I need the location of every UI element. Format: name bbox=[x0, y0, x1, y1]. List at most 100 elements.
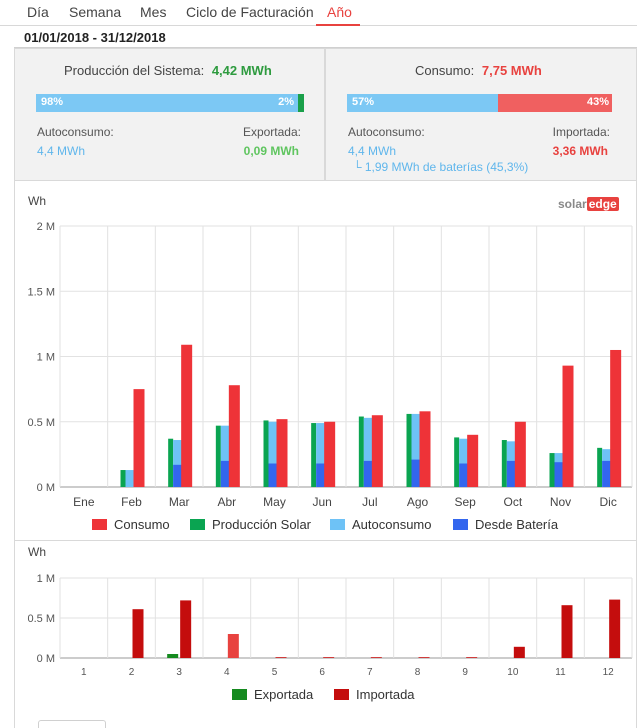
date-range: 01/01/2018 - 31/12/2018 bbox=[24, 30, 166, 45]
bar-produccion-solar bbox=[120, 470, 126, 487]
bar-consumo bbox=[228, 385, 240, 487]
bar-importada bbox=[227, 634, 239, 658]
y-tick-label: 1.5 M bbox=[27, 286, 55, 298]
consumption-bar-import bbox=[498, 94, 612, 112]
x-tick-label: 9 bbox=[462, 667, 468, 678]
bar-desde-bateria bbox=[602, 460, 614, 487]
consumption-self-consumption-label: Autoconsumo: bbox=[348, 125, 425, 139]
bar-importada bbox=[275, 657, 287, 658]
y-tick-label: 2 M bbox=[37, 221, 55, 233]
legend-swatch-consumo bbox=[92, 519, 107, 530]
active-tab-indicator bbox=[316, 24, 360, 26]
bar-produccion-solar bbox=[358, 416, 364, 487]
bar-consumo bbox=[181, 344, 193, 487]
consumption-import-value: 3,36 MWh bbox=[552, 144, 608, 158]
legend-produccion-solar[interactable]: Producción Solar bbox=[190, 517, 311, 532]
consumption-bar-self-consumption bbox=[347, 94, 498, 112]
consumption-bar-left-label: 57% bbox=[352, 96, 375, 108]
x-tick-label: Sep bbox=[454, 495, 476, 509]
legend-exportada[interactable]: Exportada bbox=[232, 687, 313, 702]
production-bar-self-consumption bbox=[36, 94, 298, 112]
legend-label-consumo: Consumo bbox=[114, 517, 170, 532]
bar-importada bbox=[418, 657, 430, 658]
bar-importada bbox=[513, 646, 525, 658]
y-tick-label: 0 M bbox=[37, 482, 55, 494]
production-self-consumption-label: Autoconsumo: bbox=[37, 125, 114, 139]
bar-autoconsumo bbox=[268, 421, 280, 487]
bar-consumo bbox=[324, 421, 336, 487]
y-axis-label: Wh bbox=[28, 545, 46, 559]
bar-importada bbox=[466, 657, 478, 658]
x-tick-label: Mar bbox=[169, 495, 190, 509]
legend-swatch-autoconsumo bbox=[330, 519, 345, 530]
consumption-import-label: Importada: bbox=[552, 125, 610, 139]
consumption-value: 7,75 MWh bbox=[481, 63, 542, 78]
legend-importada[interactable]: Importada bbox=[334, 687, 415, 702]
x-tick-label: 3 bbox=[176, 667, 182, 678]
tab-billing-cycle[interactable]: Ciclo de Facturación bbox=[186, 4, 314, 20]
bottom-button-stub[interactable] bbox=[38, 720, 106, 728]
production-bar-left-label: 98% bbox=[41, 96, 64, 108]
legend-swatch-importada bbox=[334, 689, 349, 700]
bar-produccion-solar bbox=[215, 425, 221, 487]
consumption-panel: Consumo: 7,75 MWh 57% 43% Autoconsumo: 4… bbox=[325, 48, 637, 181]
logo-text-part1: solar bbox=[558, 197, 587, 211]
bar-produccion-solar bbox=[597, 447, 603, 487]
bar-autoconsumo bbox=[459, 438, 471, 487]
x-tick-label: Jun bbox=[312, 495, 331, 509]
bar-desde-bateria bbox=[173, 464, 185, 487]
divider bbox=[14, 47, 637, 48]
bar-consumo bbox=[371, 415, 383, 487]
bar-desde-bateria bbox=[411, 459, 423, 487]
bar-consumo bbox=[467, 434, 479, 487]
bar-produccion-solar bbox=[263, 420, 269, 487]
consumption-bar: 57% 43% bbox=[347, 94, 612, 112]
bar-autoconsumo bbox=[125, 470, 137, 487]
x-tick-label: 2 bbox=[129, 667, 135, 678]
tab-year[interactable]: Año bbox=[327, 4, 352, 20]
bar-produccion-solar bbox=[501, 440, 507, 487]
bar-desde-bateria bbox=[363, 460, 375, 487]
x-tick-label: Jul bbox=[362, 495, 377, 509]
x-tick-label: 4 bbox=[224, 667, 230, 678]
production-value: 4,42 MWh bbox=[211, 63, 272, 78]
production-export-value: 0,09 MWh bbox=[243, 144, 299, 158]
tab-day[interactable]: Día bbox=[27, 4, 49, 20]
bar-produccion-solar bbox=[406, 413, 412, 487]
legend-swatch-exportada bbox=[232, 689, 247, 700]
chart-separator bbox=[14, 540, 637, 541]
legend-label-exportada: Exportada bbox=[254, 687, 314, 702]
production-bar-export bbox=[298, 94, 304, 112]
legend-label-autoconsumo: Autoconsumo bbox=[352, 517, 432, 532]
bar-produccion-solar bbox=[311, 423, 317, 487]
legend-autoconsumo[interactable]: Autoconsumo bbox=[330, 517, 432, 532]
bar-importada bbox=[609, 599, 621, 658]
x-tick-label: Ago bbox=[407, 495, 429, 509]
legend-label-desde-bateria: Desde Batería bbox=[475, 517, 559, 532]
logo-text-part2: edge bbox=[586, 197, 619, 211]
bar-consumo bbox=[276, 419, 288, 487]
bar-autoconsumo bbox=[316, 423, 328, 487]
x-tick-label: 1 bbox=[81, 667, 87, 678]
x-tick-label: 8 bbox=[415, 667, 421, 678]
bar-desde-bateria bbox=[268, 463, 280, 487]
bar-consumo bbox=[514, 421, 526, 487]
legend-label-importada: Importada bbox=[356, 687, 415, 702]
legend-consumo[interactable]: Consumo bbox=[92, 517, 170, 532]
x-tick-label: 10 bbox=[507, 667, 519, 678]
tab-week[interactable]: Semana bbox=[69, 4, 122, 20]
bar-desde-bateria bbox=[459, 463, 471, 487]
x-tick-label: 11 bbox=[555, 667, 566, 678]
bar-autoconsumo bbox=[220, 425, 232, 487]
tab-month[interactable]: Mes bbox=[140, 4, 167, 20]
production-bar: 98% 2% bbox=[36, 94, 304, 112]
bar-consumo bbox=[610, 349, 622, 487]
production-bar-right-label: 2% bbox=[278, 96, 294, 108]
x-tick-label: Feb bbox=[121, 495, 142, 509]
x-tick-label: 6 bbox=[319, 667, 325, 678]
x-tick-label: Oct bbox=[503, 495, 522, 509]
bar-desde-bateria bbox=[220, 460, 232, 487]
legend-swatch-produccion-solar bbox=[190, 519, 205, 530]
legend-desde-bateria[interactable]: Desde Batería bbox=[453, 517, 558, 532]
y-tick-label: 1 M bbox=[37, 352, 55, 364]
